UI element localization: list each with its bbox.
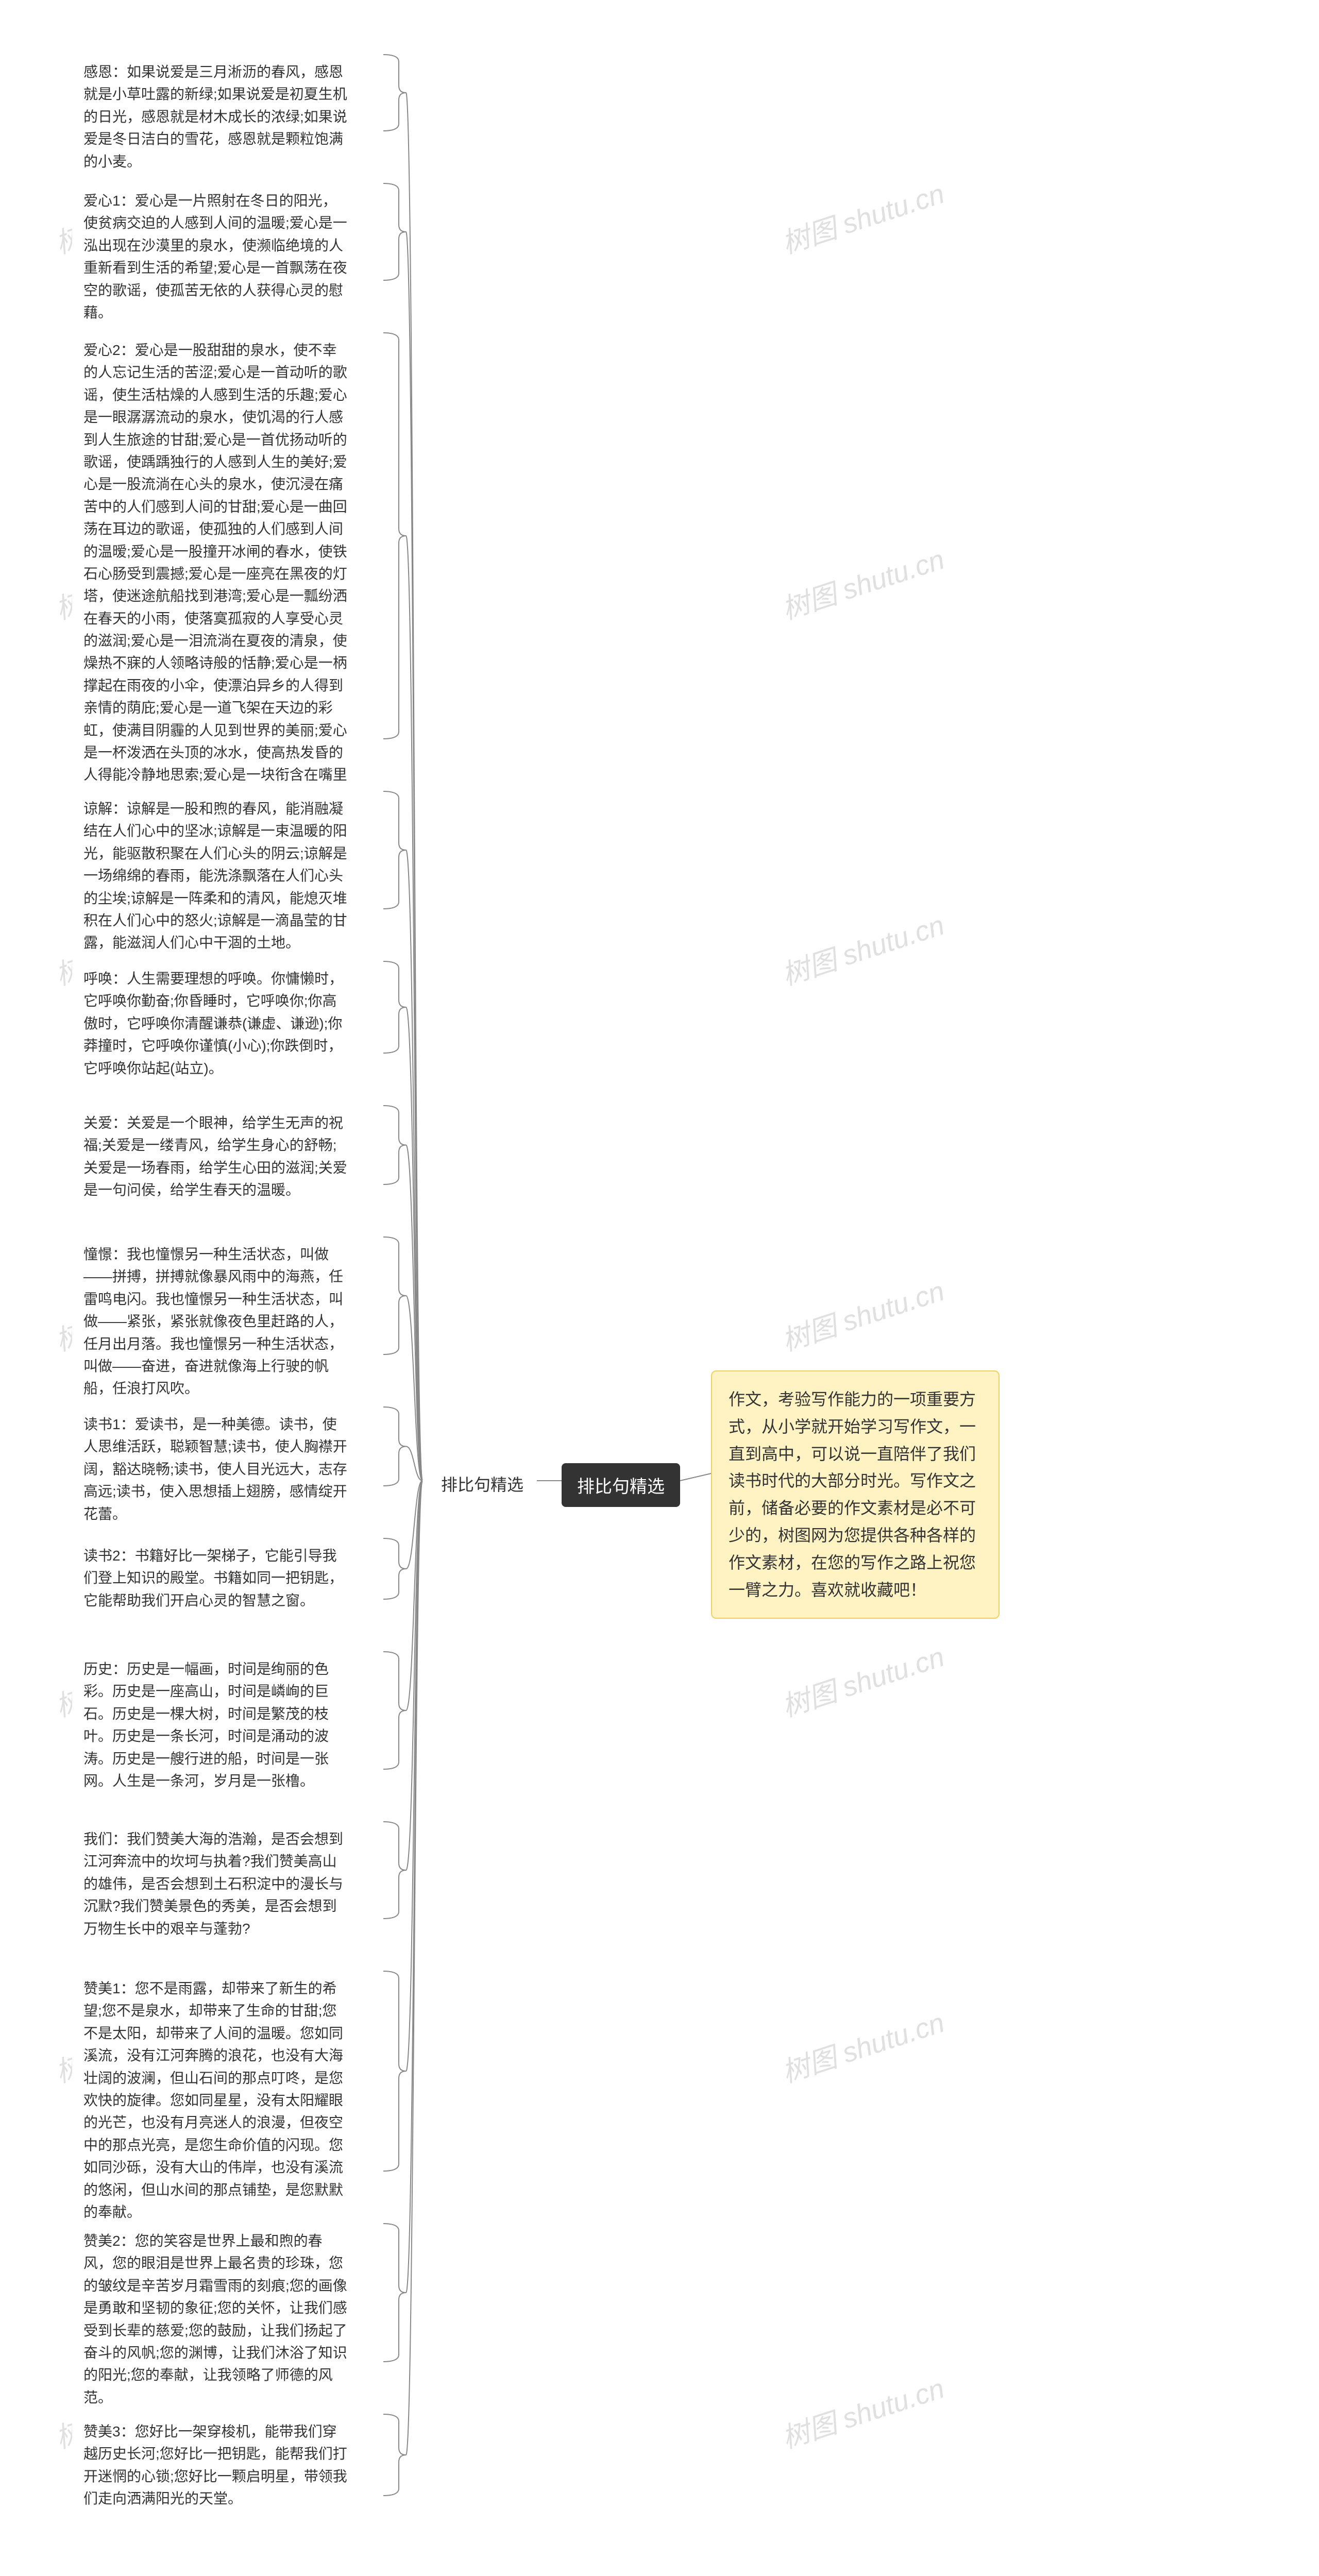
leaf-text: 谅解：谅解是一股和煦的春风，能消融凝结在人们心中的坚冰;谅解是一束温暖的阳光，能… — [83, 801, 347, 951]
leaf-text: 爱心1：爱心是一片照射在冬日的阳光，使贫病交迫的人感到人间的温暖;爱心是一泓出现… — [83, 193, 347, 320]
connector-child-4 — [406, 1007, 422, 1481]
leaf-node-women[interactable]: 我们：我们赞美大海的浩瀚，是否会想到江河奔流中的坎坷与执着?我们赞美高山的雄伟，… — [72, 1819, 361, 1949]
leaf-node-aixin2[interactable]: 爱心2：爱心是一股甜甜的泉水，使不幸的人忘记生活的苦涩;爱心是一首动听的歌谣，使… — [72, 330, 361, 840]
leaf-node-dushu2[interactable]: 读书2：书籍好比一架梯子，它能引导我们登上知识的殿堂。书籍如同一把钥匙，它能帮助… — [72, 1535, 361, 1621]
bracket-dushu2 — [383, 1538, 406, 1599]
leaf-text: 赞美2：您的笑容是世界上最和煦的春风，您的眼泪是世界上最名贵的珍珠，您的皱纹是辛… — [83, 2233, 347, 2405]
bracket-zanmei2 — [383, 2224, 406, 2362]
leaf-node-huhuan[interactable]: 呼唤：人生需要理想的呼唤。你慵懒时，它呼唤你勤奋;你昏睡时，它呼唤你;你高傲时，… — [72, 958, 361, 1089]
bracket-women — [383, 1822, 406, 1919]
leaf-node-guanai[interactable]: 关爱：关爱是一个眼神，给学生无声的祝福;关爱是一缕青风，给学生身心的舒畅;关爱是… — [72, 1103, 361, 1211]
bracket-zanmei1 — [383, 1971, 406, 2171]
leaf-node-dushu1[interactable]: 读书1：爱读书，是一种美德。读书，使人思维活跃，聪颖智慧;读书，使人胸襟开阔，豁… — [72, 1404, 361, 1534]
leaf-text: 赞美1：您不是雨露，却带来了新生的希望;您不是泉水，却带来了生命的甘甜;您不是太… — [83, 1980, 343, 2220]
connector-root-desc — [680, 1473, 711, 1481]
root-node[interactable]: 排比句精选 — [562, 1463, 680, 1507]
leaf-text: 呼唤：人生需要理想的呼唤。你慵懒时，它呼唤你勤奋;你昏睡时，它呼唤你;你高傲时，… — [83, 971, 343, 1076]
leaf-node-aixin1[interactable]: 爱心1：爱心是一片照射在冬日的阳光，使贫病交迫的人感到人间的温暖;爱心是一泓出现… — [72, 180, 361, 333]
leaf-text: 我们：我们赞美大海的浩瀚，是否会想到江河奔流中的坎坷与执着?我们赞美高山的雄伟，… — [83, 1831, 343, 1937]
mindmap-canvas: 树图 shutu.cn树图 shutu.cn树图 shutu.cn树图 shut… — [0, 0, 1319, 2576]
leaf-text: 关爱：关爱是一个眼神，给学生无声的祝福;关爱是一缕青风，给学生身心的舒畅;关爱是… — [83, 1115, 347, 1198]
leaf-text: 感恩：如果说爱是三月淅沥的春风，感恩就是小草吐露的新绿;如果说爱是初夏生机的日光… — [83, 64, 347, 170]
leaf-text: 爱心2：爱心是一股甜甜的泉水，使不幸的人忘记生活的苦涩;爱心是一首动听的歌谣，使… — [83, 342, 347, 827]
bracket-guanai — [383, 1106, 406, 1184]
leaf-text: 历史：历史是一幅画，时间是绚丽的色彩。历史是一座高山，时间是嶙峋的巨石。历史是一… — [83, 1661, 329, 1789]
leaf-node-liangjie[interactable]: 谅解：谅解是一股和煦的春风，能消融凝结在人们心中的坚冰;谅解是一束温暖的阳光，能… — [72, 788, 361, 963]
leaf-text: 读书2：书籍好比一架梯子，它能引导我们登上知识的殿堂。书籍如同一把钥匙，它能帮助… — [83, 1548, 343, 1608]
leaf-node-ganEn[interactable]: 感恩：如果说爱是三月淅沥的春风，感恩就是小草吐露的新绿;如果说爱是初夏生机的日光… — [72, 52, 361, 182]
connector-child-13 — [406, 1481, 422, 2455]
leaf-text: 赞美3：您好比一架穿梭机，能带我们穿越历史长河;您好比一把钥匙，能帮我们打开迷惘… — [83, 2424, 347, 2506]
root-label: 排比句精选 — [577, 1477, 665, 1497]
bracket-aixin2 — [383, 333, 406, 739]
leaf-text: 憧憬：我也憧憬另一种生活状态，叫做——拼搏，拼搏就像暴风雨中的海燕，任雷鸣电闪。… — [83, 1246, 343, 1396]
description-text: 作文，考验写作能力的一项重要方式，从小学就开始学习写作文，一直到高中，可以说一直… — [729, 1390, 976, 1599]
bracket-aixin1 — [383, 183, 406, 280]
bracket-dushu1 — [383, 1407, 406, 1486]
leaf-node-zanmei3[interactable]: 赞美3：您好比一架穿梭机，能带我们穿越历史长河;您好比一把钥匙，能帮我们打开迷惘… — [72, 2411, 361, 2519]
bracket-zanmei3 — [383, 2414, 406, 2496]
leaf-text: 读书1：爱读书，是一种美德。读书，使人思维活跃，聪颖智慧;读书，使人胸襟开阔，豁… — [83, 1416, 347, 1522]
level1-label: 排比句精选 — [441, 1476, 523, 1494]
bracket-chongjing — [383, 1237, 406, 1354]
description-box: 作文，考验写作能力的一项重要方式，从小学就开始学习写作文，一直到高中，可以说一直… — [711, 1370, 1000, 1619]
leaf-node-chongjing[interactable]: 憧憬：我也憧憬另一种生活状态，叫做——拼搏，拼搏就像暴风雨中的海燕，任雷鸣电闪。… — [72, 1234, 361, 1409]
bracket-lishi — [383, 1652, 406, 1769]
level1-node[interactable]: 排比句精选 — [428, 1465, 537, 1504]
connector-child-2 — [406, 536, 422, 1481]
bracket-ganEn — [383, 55, 406, 131]
leaf-node-zanmei2[interactable]: 赞美2：您的笑容是世界上最和煦的春风，您的眼泪是世界上最名贵的珍珠，您的皱纹是辛… — [72, 2221, 361, 2418]
bracket-liangjie — [383, 791, 406, 909]
leaf-node-zanmei1[interactable]: 赞美1：您不是雨露，却带来了新生的希望;您不是泉水，却带来了生命的甘甜;您不是太… — [72, 1968, 361, 2232]
leaf-node-lishi[interactable]: 历史：历史是一幅画，时间是绚丽的色彩。历史是一座高山，时间是嶙峋的巨石。历史是一… — [72, 1649, 361, 1801]
bracket-huhuan — [383, 961, 406, 1053]
